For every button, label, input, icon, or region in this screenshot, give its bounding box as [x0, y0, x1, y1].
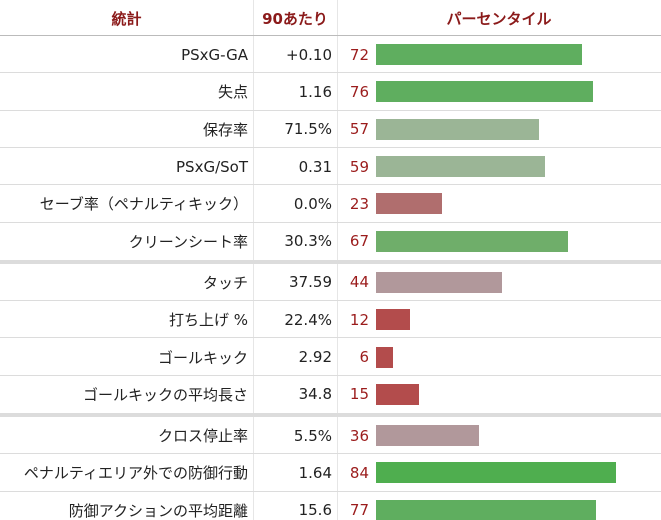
percentile-value: 15	[349, 385, 369, 404]
percentile-bar	[376, 81, 594, 103]
stat-name: 打ち上げ %	[168, 311, 248, 330]
percentile-bar	[376, 425, 479, 447]
row-border	[0, 453, 661, 455]
percentile-bar	[376, 383, 419, 405]
header-per90: 90あたり	[262, 9, 328, 28]
percentile-bar	[376, 193, 442, 215]
per90-value: 30.3%	[284, 232, 332, 251]
stat-name: タッチ	[202, 273, 248, 292]
percentile-bar	[376, 156, 545, 178]
stat-name: ゴールキック	[157, 348, 248, 367]
percentile-value: 77	[349, 501, 369, 520]
per90-value: 71.5%	[284, 120, 332, 139]
per90-value: 22.4%	[284, 310, 332, 329]
per90-value: 2.92	[298, 348, 332, 367]
per90-value: 5.5%	[293, 426, 332, 445]
row-border	[0, 374, 661, 376]
percentile-bar	[376, 346, 394, 368]
stat-name: PSxG-GA	[181, 45, 248, 64]
per90-value: 34.8	[298, 385, 332, 404]
row-border	[0, 146, 661, 148]
per90-value: 15.6	[298, 501, 332, 520]
row-border	[0, 490, 661, 492]
group-separator	[0, 259, 661, 264]
stat-name: クロス停止率	[157, 427, 248, 446]
per90-value: 37.59	[289, 273, 332, 292]
percentile-value: 72	[349, 45, 369, 64]
stat-name: PSxG/SoT	[176, 157, 248, 176]
header-border	[0, 35, 661, 36]
percentile-value: 36	[349, 426, 369, 445]
per90-value: +0.10	[286, 45, 332, 64]
percentile-value: 59	[349, 157, 369, 176]
percentile-value: 57	[349, 120, 369, 139]
stat-name: 保存率	[202, 120, 248, 139]
percentile-value: 6	[359, 348, 369, 367]
percentile-value: 12	[349, 310, 369, 329]
group-separator	[0, 413, 661, 417]
percentile-bar	[376, 118, 540, 140]
per90-value: 1.64	[298, 463, 332, 482]
percentile-bar	[376, 271, 502, 293]
per90-value: 0.0%	[293, 194, 332, 213]
percentile-value: 84	[349, 463, 369, 482]
stat-name: 防御アクションの平均距離	[68, 501, 248, 520]
row-border	[0, 184, 661, 186]
percentile-bar	[376, 309, 411, 331]
percentile-bar	[376, 462, 617, 484]
row-border	[0, 109, 661, 111]
header-percentile: パーセンタイル	[446, 9, 552, 28]
per90-value: 1.16	[298, 82, 332, 101]
percentile-bar	[376, 499, 597, 520]
percentile-bar	[376, 44, 582, 66]
percentile-bar	[376, 230, 568, 252]
percentile-value: 76	[349, 82, 369, 101]
stat-name: クリーンシート率	[128, 232, 248, 251]
stat-name: 失点	[217, 83, 248, 102]
stat-name: ゴールキックの平均長さ	[82, 385, 248, 404]
per90-value: 0.31	[298, 157, 332, 176]
stat-name: ペナルティエリア外での防御行動	[23, 464, 248, 483]
row-border	[0, 72, 661, 74]
stat-name: セーブ率（ペナルティキック）	[39, 195, 248, 214]
row-border	[0, 300, 661, 302]
row-border	[0, 221, 661, 223]
percentile-value: 23	[349, 194, 369, 213]
percentile-value: 67	[349, 232, 369, 251]
percentile-value: 44	[349, 273, 369, 292]
header-stat: 統計	[111, 9, 142, 28]
row-border	[0, 337, 661, 339]
